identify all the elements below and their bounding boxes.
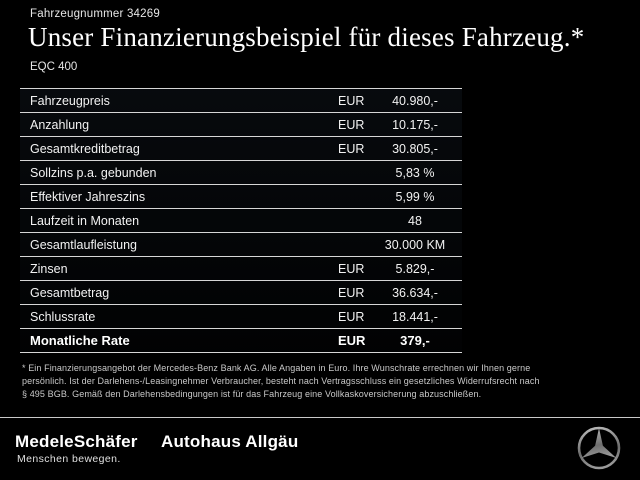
table-row: Monatliche Rate EUR 379,- <box>20 329 462 353</box>
row-currency: EUR <box>338 333 366 348</box>
row-value: 48 <box>408 213 422 228</box>
row-label: Laufzeit in Monaten <box>30 213 140 228</box>
row-label: Sollzins p.a. gebunden <box>30 165 157 180</box>
row-value: 379,- <box>400 333 430 348</box>
finance-table: Fahrzeugpreis EUR 40.980,- Anzahlung EUR… <box>20 88 462 353</box>
row-currency: EUR <box>338 261 365 276</box>
table-row: Gesamtkreditbetrag EUR 30.805,- <box>20 137 462 161</box>
table-row: Anzahlung EUR 10.175,- <box>20 113 462 137</box>
footnote-line: * Ein Finanzierungsangebot der Mercedes-… <box>22 363 531 373</box>
dealer-name-secondary: Autohaus Allgäu <box>161 432 299 451</box>
vehicle-model: EQC 400 <box>30 61 78 73</box>
footnote-line: persönlich. Ist der Darlehens-/Leasingne… <box>22 376 540 386</box>
row-label: Gesamtbetrag <box>30 285 110 300</box>
row-currency: EUR <box>338 309 365 324</box>
row-label: Fahrzeugpreis <box>30 93 110 108</box>
row-label: Anzahlung <box>30 117 90 132</box>
row-label: Monatliche Rate <box>30 333 130 348</box>
table-row: Fahrzeugpreis EUR 40.980,- <box>20 89 462 113</box>
row-value: 18.441,- <box>392 309 438 324</box>
footnote-line: § 495 BGB. Gemäß den Darlehensbedingunge… <box>22 389 482 399</box>
table-row: Schlussrate EUR 18.441,- <box>20 305 462 329</box>
row-currency: EUR <box>338 141 365 156</box>
row-label: Effektiver Jahreszins <box>30 189 146 204</box>
row-currency: EUR <box>338 285 365 300</box>
row-value: 40.980,- <box>392 93 438 108</box>
row-currency: EUR <box>338 93 365 108</box>
row-value: 5,83 % <box>395 165 435 180</box>
row-label: Schlussrate <box>30 309 96 324</box>
row-label: Zinsen <box>30 261 68 276</box>
dealer-logo: MedeleSchäfer <box>15 432 138 451</box>
table-row: Zinsen EUR 5.829,- <box>20 257 462 281</box>
page-title: Unser Finanzierungsbeispiel für dieses F… <box>28 22 585 52</box>
row-value: 10.175,- <box>392 117 438 132</box>
row-value: 5.829,- <box>395 261 435 276</box>
vehicle-number: Fahrzeugnummer 34269 <box>30 8 160 20</box>
table-row: Effektiver Jahreszins 5,99 % <box>20 185 462 209</box>
row-value: 30.805,- <box>392 141 438 156</box>
table-row: Gesamtlaufleistung 30.000 KM <box>20 233 462 257</box>
table-row: Sollzins p.a. gebunden 5,83 % <box>20 161 462 185</box>
row-value: 5,99 % <box>395 189 435 204</box>
legal-footnote: * Ein Finanzierungsangebot der Mercedes-… <box>22 362 628 401</box>
dealer-tagline: Menschen bewegen. <box>17 453 121 465</box>
mercedes-star-icon <box>577 426 621 470</box>
row-label: Gesamtlaufleistung <box>30 237 138 252</box>
table-row: Gesamtbetrag EUR 36.634,- <box>20 281 462 305</box>
row-label: Gesamtkreditbetrag <box>30 141 140 156</box>
row-currency: EUR <box>338 117 365 132</box>
row-value: 30.000 KM <box>384 237 446 252</box>
footer-divider <box>0 417 640 418</box>
row-value: 36.634,- <box>392 285 438 300</box>
table-row: Laufzeit in Monaten 48 <box>20 209 462 233</box>
